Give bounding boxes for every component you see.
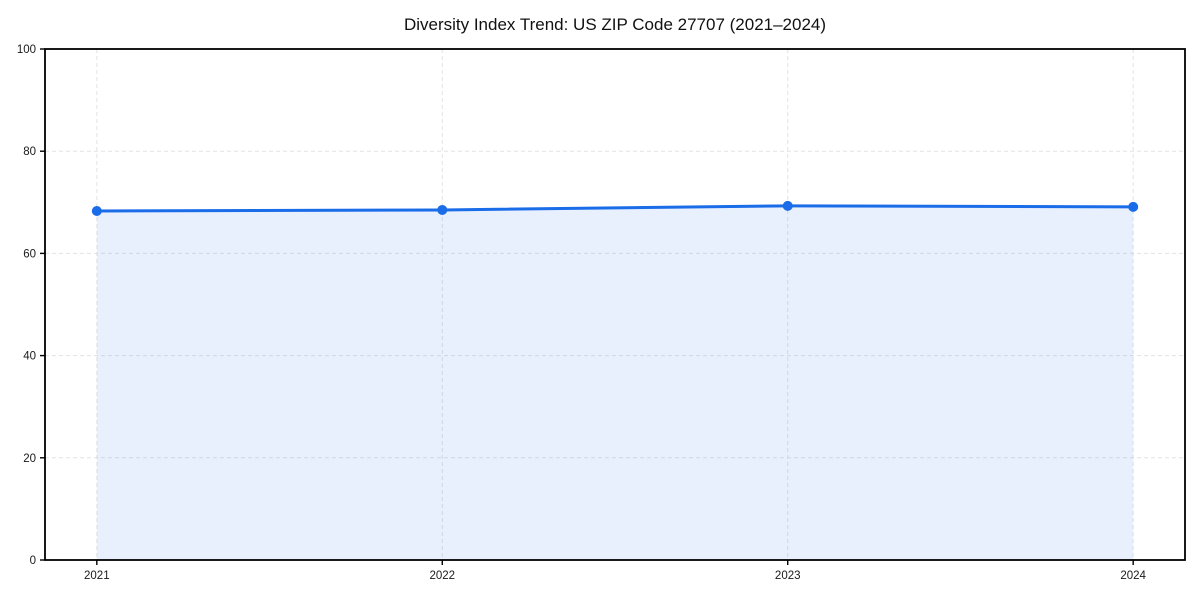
data-point-2022 [437, 204, 448, 215]
y-tick-label: 20 [23, 453, 36, 465]
x-tick-label: 2021 [84, 570, 110, 582]
y-tick-label: 60 [23, 248, 36, 260]
x-tick-label: 2023 [775, 570, 801, 582]
chart-title: Diversity Index Trend: US ZIP Code 27707… [404, 15, 826, 34]
axes-spines [44, 48, 1186, 561]
x-tick-label: 2022 [429, 570, 455, 582]
y-tick-label: 100 [17, 44, 36, 56]
y-tick-label: 80 [23, 146, 36, 158]
trend-line [95, 204, 1135, 213]
data-point-2021 [91, 205, 102, 216]
x-tick-label: 2024 [1120, 570, 1146, 582]
y-tick-label: 40 [23, 351, 36, 363]
area-fill [96, 205, 1134, 560]
data-point-2023 [782, 200, 793, 211]
data-point-2024 [1128, 201, 1139, 212]
y-tick-label: 0 [30, 555, 36, 567]
plot-area: 0 20 40 60 80 100 2021 2022 2023 2024 [17, 44, 1186, 582]
